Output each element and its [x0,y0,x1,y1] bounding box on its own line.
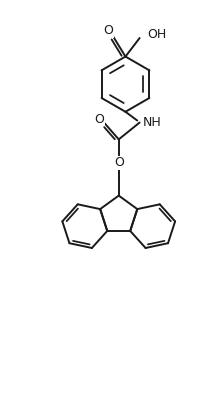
Text: O: O [104,25,114,38]
Text: OH: OH [147,28,166,41]
Text: O: O [114,156,124,169]
Text: O: O [94,113,104,126]
Text: NH: NH [142,116,161,129]
